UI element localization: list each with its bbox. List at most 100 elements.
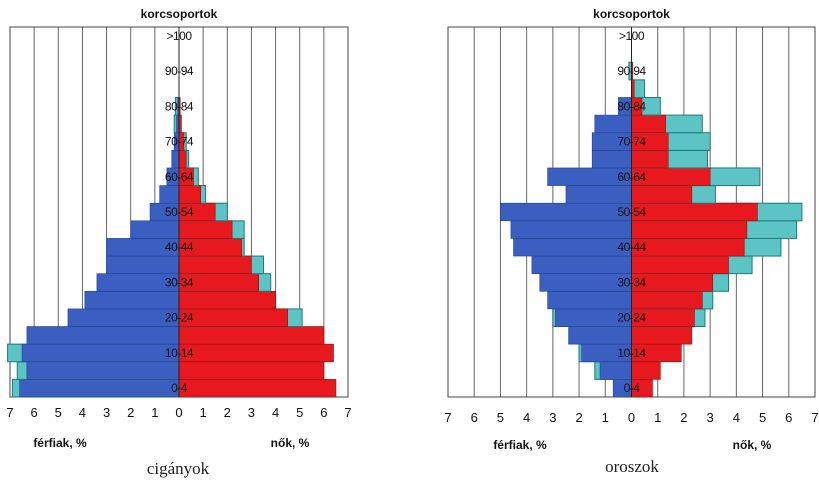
bar-male [568,326,632,345]
age-label: 50-54 [165,205,194,219]
age-label: 90-94 [165,64,194,78]
bar-female [178,343,334,363]
bar-female [178,308,288,327]
age-label: 80-84 [617,99,646,113]
age-label: 40-44 [617,240,646,254]
x-tick-label: 7 [444,410,451,425]
age-label: 60-64 [617,170,646,184]
x-label-right: nők, % [733,438,772,452]
x-tick-label: 0 [175,405,182,420]
bar-female [631,326,693,345]
x-tick-label: 1 [654,410,661,425]
bar-female [631,150,669,169]
x-tick-label: 4 [733,410,740,425]
bar-male [171,150,180,169]
x-tick-label: 0 [628,410,635,425]
x-tick-label: 7 [6,405,13,420]
bar-female [631,255,729,274]
x-tick-label: 3 [103,405,110,420]
x-tick-label: 3 [707,410,714,425]
bar-male [500,202,632,222]
bar-male [19,379,180,398]
x-tick-label: 7 [344,405,351,420]
age-label: 70-74 [617,135,646,149]
age-label: 10-14 [165,346,194,360]
bar-male [547,290,632,310]
bar-male [565,185,632,204]
age-label: 50-54 [617,205,646,219]
bar-female [178,150,187,169]
x-tick-label: 6 [785,410,792,425]
bar-female [631,114,666,134]
age-label: 30-34 [617,275,646,289]
bar-female [178,255,252,274]
bar-male [106,255,180,274]
pyramid-1: 0-4 10-14 20-24 30-34 40-44 50-54 60-64 70-74 80… [444,7,818,476]
bar-female [631,361,661,380]
x-tick-label: 3 [549,410,556,425]
bar-male [159,185,180,204]
x-tick-label: 2 [680,410,687,425]
age-label: 20-24 [165,311,194,325]
x-tick-label: 7 [811,410,818,425]
pyramid-0: 0-4 10-14 20-24 30-34 40-44 50-54 60-64 70-74 80… [6,7,351,478]
x-tick-label: 3 [248,405,255,420]
x-tick-label: 1 [200,405,207,420]
age-label: 90-94 [617,64,646,78]
x-tick-label: 1 [602,410,609,425]
x-label-left: férfiak, % [493,438,547,452]
bar-female [631,290,703,310]
bar-male [84,290,180,310]
bar-female [178,379,337,398]
bar-male [510,220,632,239]
age-label: 40-44 [165,240,194,254]
x-tick-label: 5 [497,410,504,425]
chart-caption: cigányok [147,459,210,478]
x-tick-label: 4 [79,405,86,420]
bar-female [178,361,325,380]
x-tick-label: 2 [224,405,231,420]
age-label: 80-84 [165,99,194,113]
x-tick-label: 2 [575,410,582,425]
bar-male [531,255,632,274]
x-label-left: férfiak, % [33,436,87,450]
x-tick-label: 6 [471,410,478,425]
age-label: 60-64 [165,170,194,184]
x-tick-label: 6 [320,405,327,420]
x-tick-label: 4 [272,405,279,420]
age-label: 70-74 [165,135,194,149]
x-tick-label: 5 [55,405,62,420]
bar-male [594,114,632,134]
bar-male [21,343,180,363]
bar-male [591,150,632,169]
bar-female [631,202,758,222]
axis-header: korcsoportok [141,7,218,21]
bar-female [631,238,745,257]
bar-male [67,308,180,327]
x-tick-label: 4 [523,410,530,425]
age-label: 20-24 [617,311,646,325]
age-label: 10-14 [617,346,646,360]
bar-male [599,361,632,380]
age-label: 0-4 [171,381,188,395]
age-label: 0-4 [624,381,641,395]
x-label-right: nők, % [271,436,310,450]
x-tick-label: 6 [31,405,38,420]
axis-header: korcsoportok [593,7,670,21]
bar-female [631,220,748,239]
age-label: 30-34 [165,275,194,289]
x-tick-label: 2 [127,405,134,420]
x-tick-label: 5 [759,410,766,425]
chart-caption: oroszok [605,457,659,476]
age-label: >100 [166,29,192,43]
bar-male [26,361,180,380]
bar-female [178,220,233,239]
bar-female [631,185,693,204]
bar-male [26,326,180,345]
x-tick-label: 1 [151,405,158,420]
age-label: >100 [619,29,645,43]
bar-female [178,290,276,310]
x-tick-label: 5 [296,405,303,420]
